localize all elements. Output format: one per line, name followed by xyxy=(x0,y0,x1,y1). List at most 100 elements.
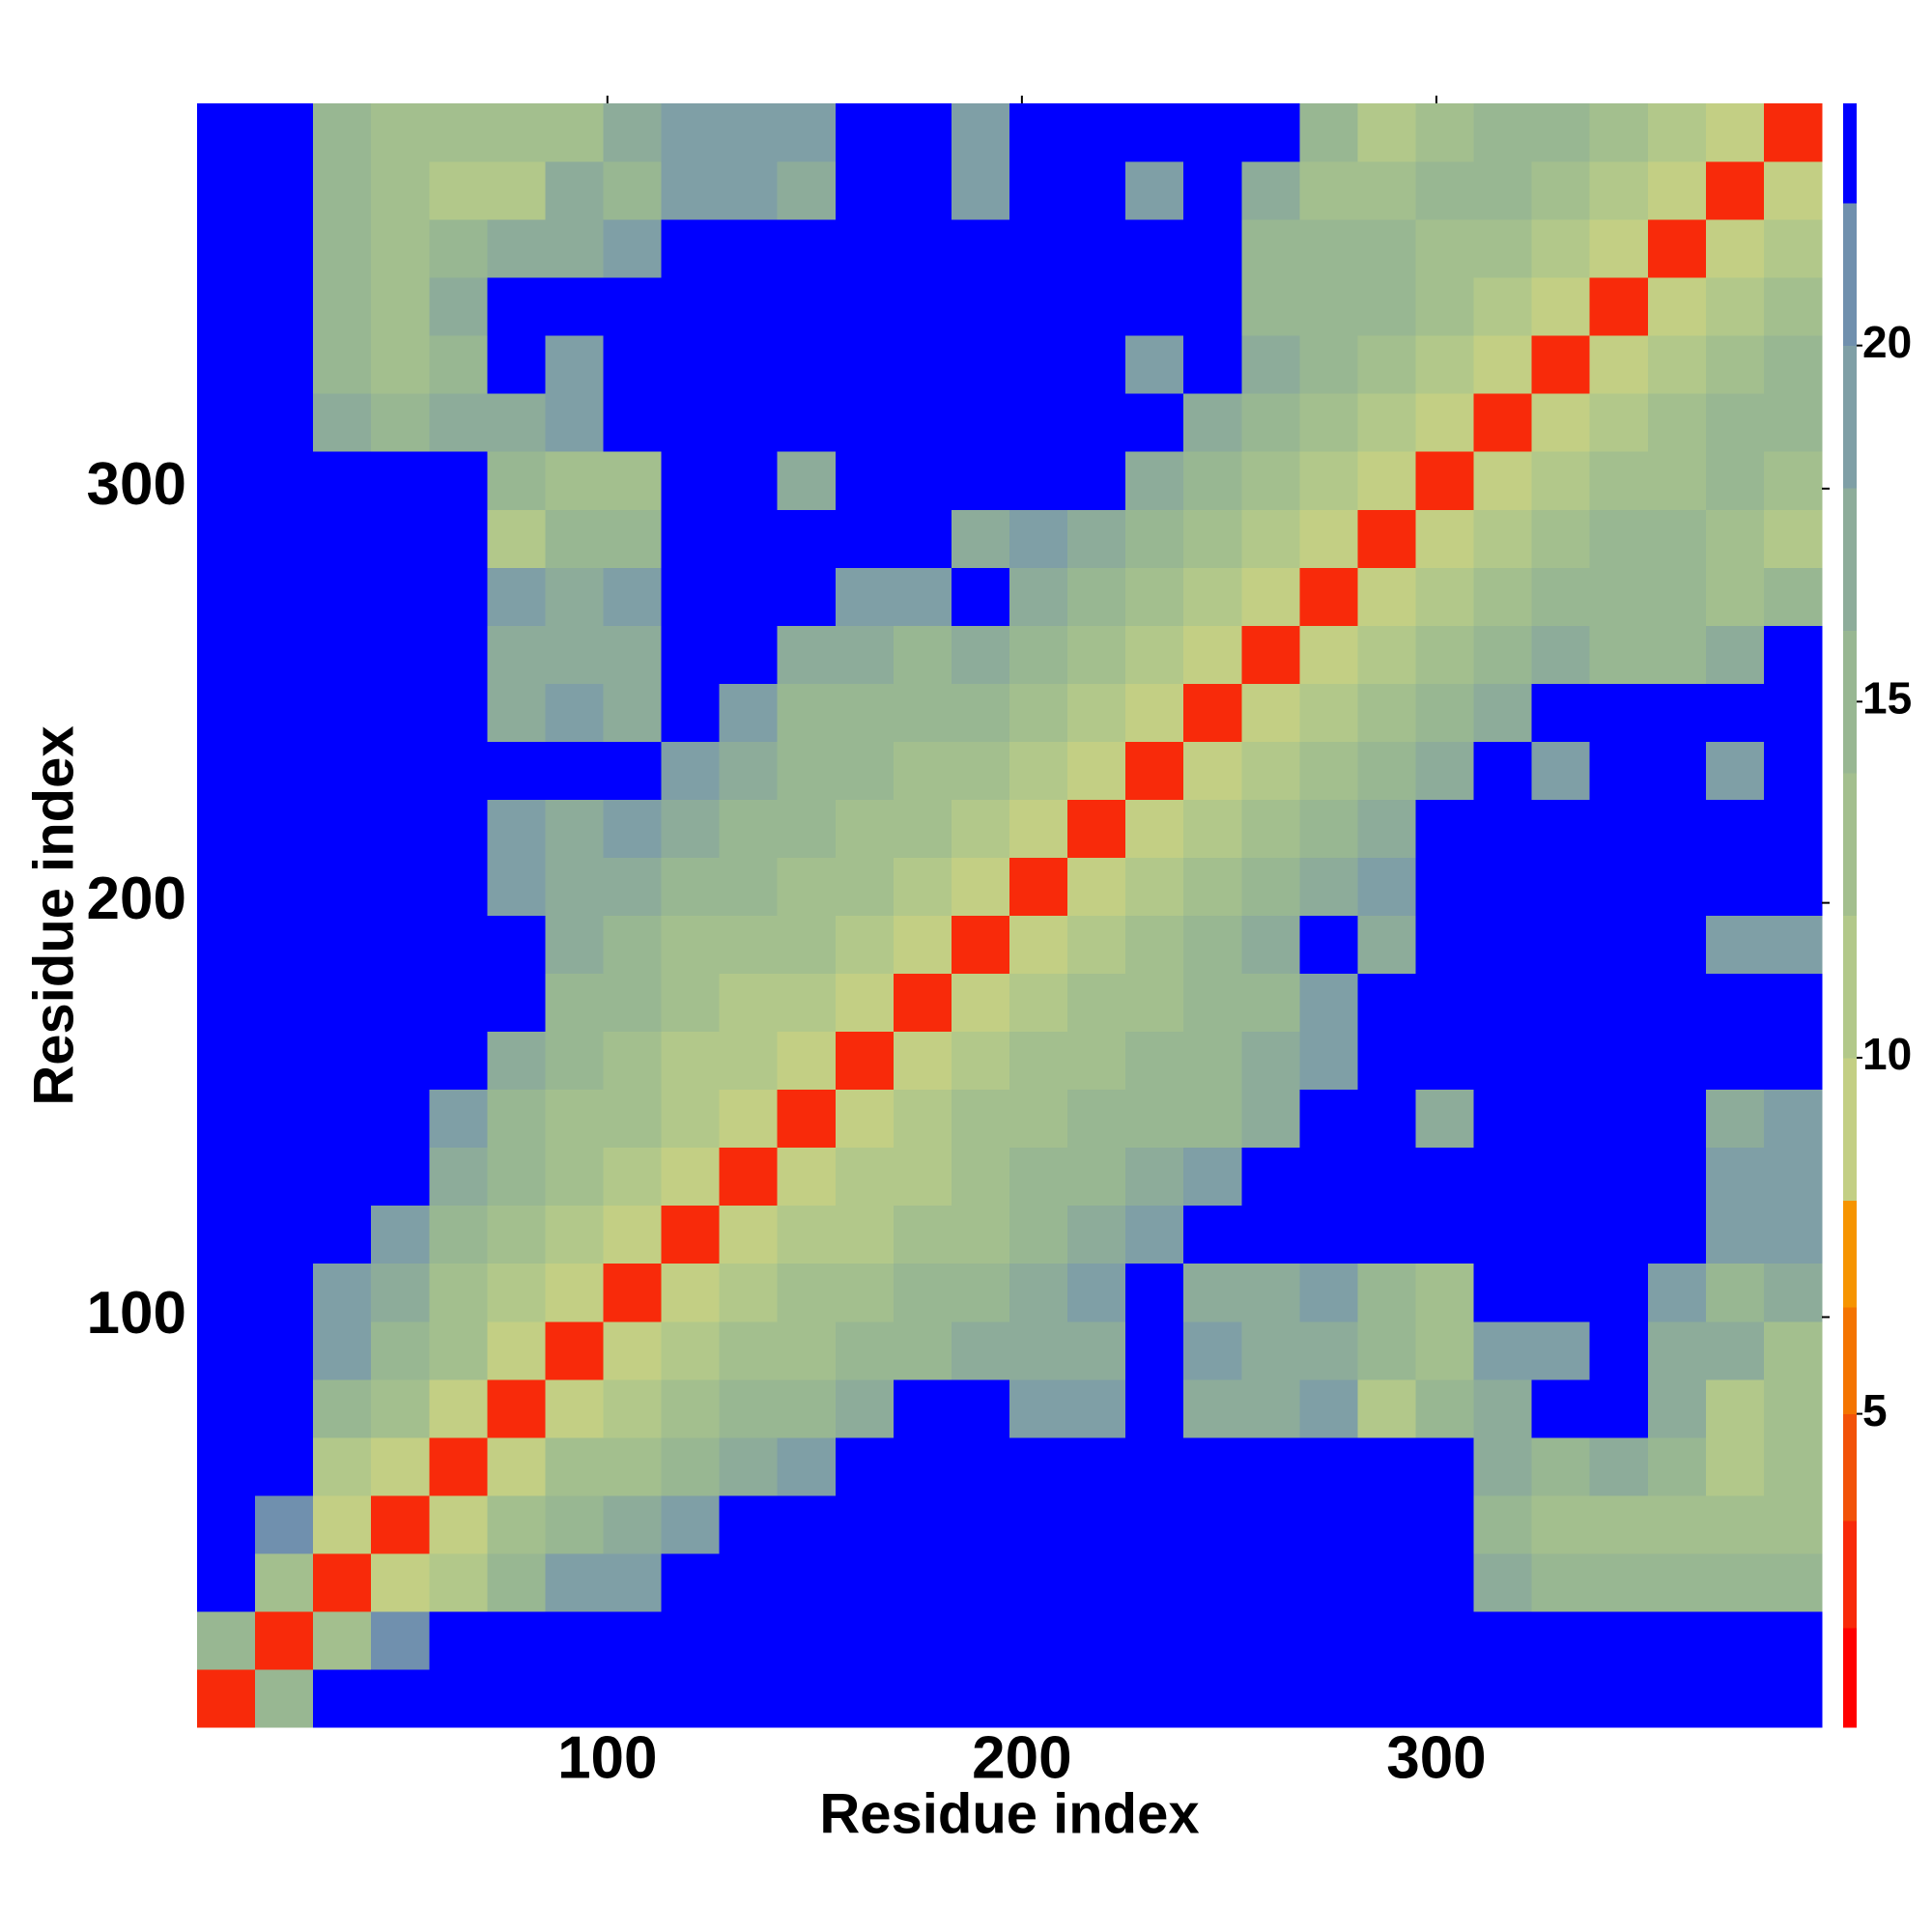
heatmap-cell xyxy=(1183,1436,1242,1496)
heatmap-cell xyxy=(777,973,837,1033)
heatmap-cell xyxy=(313,1263,372,1322)
heatmap-cell xyxy=(1299,509,1358,568)
heatmap-cell xyxy=(371,741,430,800)
heatmap-cell xyxy=(1299,393,1358,452)
heatmap-cell xyxy=(603,1610,663,1670)
heatmap-cell xyxy=(1357,625,1416,684)
heatmap-cell xyxy=(719,1436,779,1496)
heatmap-cell xyxy=(1299,973,1358,1033)
heatmap-cell xyxy=(197,741,256,800)
heatmap-cell xyxy=(429,103,488,162)
heatmap-cell xyxy=(1705,335,1765,394)
heatmap-cell xyxy=(313,857,372,916)
heatmap-cell xyxy=(1589,393,1649,452)
heatmap-cell xyxy=(313,1031,372,1091)
colorbar-tick-label: 5 xyxy=(1862,1385,1888,1435)
colorbar-segment xyxy=(1843,103,1857,204)
heatmap-cell xyxy=(1009,161,1068,220)
colorbar-segment xyxy=(1843,1413,1857,1521)
heatmap-cell xyxy=(661,161,721,220)
heatmap-cell xyxy=(197,1263,256,1322)
heatmap-cell xyxy=(255,1378,314,1438)
heatmap-cell xyxy=(255,625,314,684)
heatmap-cell xyxy=(1299,625,1358,684)
heatmap-cell xyxy=(1705,277,1765,336)
heatmap-cell xyxy=(1763,567,1823,626)
heatmap-cell xyxy=(777,1205,837,1264)
heatmap-cell xyxy=(1299,1205,1358,1264)
heatmap-cell xyxy=(1763,1031,1823,1091)
heatmap-cell xyxy=(719,1552,779,1612)
heatmap-cell xyxy=(545,1089,604,1149)
heatmap-cell xyxy=(545,1263,604,1322)
heatmap-cell xyxy=(893,277,952,336)
heatmap-cell xyxy=(777,335,837,394)
heatmap-cell xyxy=(777,567,837,626)
heatmap-cell xyxy=(371,1436,430,1496)
heatmap-cell xyxy=(661,1610,721,1670)
heatmap-cell xyxy=(1067,973,1126,1033)
heatmap-cell xyxy=(835,1089,895,1149)
heatmap-cell xyxy=(1415,1436,1475,1496)
heatmap-cell xyxy=(777,1494,837,1554)
y-tick-label: 100 xyxy=(87,1280,186,1347)
heatmap-cell xyxy=(313,1205,372,1264)
heatmap-cell xyxy=(661,1378,721,1438)
heatmap-cell xyxy=(371,973,430,1033)
heatmap-cell xyxy=(1763,683,1823,742)
heatmap-cell xyxy=(1763,1089,1823,1149)
heatmap-cell xyxy=(1473,1668,1533,1728)
heatmap-cell xyxy=(777,219,837,278)
heatmap-cell xyxy=(1009,1147,1068,1207)
heatmap-cell xyxy=(1067,799,1126,858)
heatmap-cell xyxy=(777,1668,837,1728)
heatmap-cell xyxy=(1125,857,1184,916)
heatmap-cell xyxy=(951,393,1010,452)
heatmap-cell xyxy=(1299,915,1358,975)
heatmap-cell xyxy=(951,1494,1010,1554)
heatmap-cell xyxy=(1531,1552,1591,1612)
heatmap-cell xyxy=(777,683,837,742)
heatmap-cell xyxy=(1241,1552,1300,1612)
x-tick-label: 200 xyxy=(972,1724,1071,1791)
heatmap-cell xyxy=(1763,451,1823,510)
heatmap-cell xyxy=(1125,1494,1184,1554)
heatmap-cell xyxy=(1009,567,1068,626)
heatmap-cell xyxy=(1299,219,1358,278)
heatmap-cell xyxy=(1183,1205,1242,1264)
heatmap-cell xyxy=(1647,1089,1707,1149)
heatmap-cell xyxy=(893,1610,952,1670)
heatmap-cell xyxy=(1705,741,1765,800)
heatmap-cell xyxy=(1763,103,1823,162)
heatmap-cell xyxy=(719,1494,779,1554)
heatmap-cell xyxy=(429,509,488,568)
heatmap-cell xyxy=(1415,1610,1475,1670)
heatmap-cell xyxy=(1125,277,1184,336)
heatmap-cell xyxy=(1009,1263,1068,1322)
heatmap-cell xyxy=(777,1610,837,1670)
heatmap-cell xyxy=(1241,799,1300,858)
heatmap-cell xyxy=(255,1089,314,1149)
heatmap-cell xyxy=(1357,799,1416,858)
heatmap-cell xyxy=(835,103,895,162)
heatmap-cell xyxy=(835,161,895,220)
heatmap-cell xyxy=(1067,1205,1126,1264)
heatmap-cell xyxy=(603,567,663,626)
heatmap-cell xyxy=(1763,277,1823,336)
heatmap-cell xyxy=(1589,277,1649,336)
heatmap-cell xyxy=(1531,451,1591,510)
heatmap-cell xyxy=(777,161,837,220)
heatmap-cell xyxy=(429,335,488,394)
heatmap-cell xyxy=(1647,509,1707,568)
heatmap-cell xyxy=(1125,335,1184,394)
heatmap-cell xyxy=(661,451,721,510)
heatmap-cell xyxy=(1763,1378,1823,1438)
heatmap-cell xyxy=(429,741,488,800)
heatmap-cell xyxy=(1067,1147,1126,1207)
heatmap-cell xyxy=(313,1378,372,1438)
heatmap-cell xyxy=(661,1494,721,1554)
heatmap-cell xyxy=(719,219,779,278)
heatmap-cell xyxy=(1357,1089,1416,1149)
heatmap-cell xyxy=(1125,1668,1184,1728)
heatmap-cell xyxy=(545,451,604,510)
